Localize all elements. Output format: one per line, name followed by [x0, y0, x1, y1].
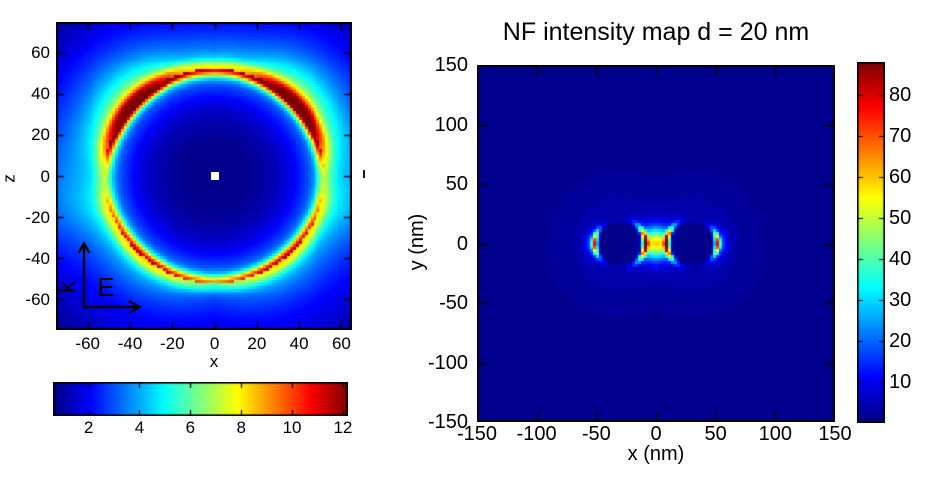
x-tick-label: -100 [516, 423, 557, 445]
colorbar-tick-label: 10 [282, 418, 302, 437]
colorbar-tick-label: 30 [889, 288, 912, 311]
colorbar-tick-label: 6 [185, 418, 196, 437]
x-tick-label: 20 [247, 334, 267, 353]
y-tick-label: 0 [40, 166, 50, 186]
y-tick-label: -100 [427, 351, 468, 374]
colorbar-tick-label: 80 [889, 83, 912, 106]
x-tick-label: 100 [758, 423, 793, 445]
right-colorbar [857, 62, 885, 423]
dipole-marker [211, 172, 219, 180]
y-tick-label: -150 [427, 411, 468, 433]
k-arrow-icon [77, 241, 91, 307]
stray-mark [363, 170, 365, 178]
x-tick-label: 40 [289, 334, 309, 353]
y-tick-label: 0 [456, 232, 468, 255]
x-tick-label: 150 [818, 423, 852, 445]
x-tick-label: -150 [456, 423, 498, 445]
e-label: E [97, 272, 115, 302]
x-tick-label: 50 [704, 423, 727, 445]
colorbar-tick-label: 12 [333, 418, 353, 437]
colorbar-tick-label: 2 [83, 418, 94, 437]
y-tick-label: -20 [25, 207, 50, 227]
colorbar-tick-label: 70 [889, 124, 912, 147]
colorbar-tick-label: 20 [889, 329, 912, 352]
x-tick-label: -20 [159, 334, 185, 353]
e-arrow-icon [84, 299, 142, 315]
x-tick-label: -40 [117, 334, 143, 353]
colorbar-tick-label: 60 [889, 165, 912, 188]
y-tick-label: -40 [25, 248, 50, 268]
x-tick-label: 60 [331, 334, 351, 353]
x-tick-label: 0 [209, 334, 220, 353]
colorbar-tick-label: 10 [889, 370, 912, 393]
y-tick-label: 150 [434, 54, 468, 76]
colorbar-tick-label: 50 [889, 206, 912, 229]
x-tick-label: 0 [650, 423, 662, 445]
y-tick-label: 50 [445, 173, 468, 195]
y-tick-label: -50 [439, 292, 468, 314]
y-tick-label: -60 [25, 289, 50, 309]
polarization-annotation [77, 241, 142, 315]
colorbar-tick-label: 4 [134, 418, 145, 437]
left-colorbar [53, 382, 348, 416]
colorbar-tick-label: 8 [236, 418, 246, 437]
y-tick-label: 60 [31, 43, 50, 63]
y-tick-label: 20 [31, 125, 50, 145]
x-tick-label: -60 [75, 334, 100, 353]
colorbar-tick-label: 40 [889, 247, 912, 270]
x-tick-label: -50 [581, 423, 611, 445]
left-xlabel: x [209, 352, 219, 371]
y-tick-label: 100 [434, 113, 468, 136]
right-plot-title: NF intensity map d = 20 nm [502, 18, 810, 46]
right-xlabel: x (nm) [627, 443, 685, 465]
left-heatmap [56, 22, 352, 330]
y-tick-label: 40 [31, 84, 50, 104]
right-heatmap [477, 65, 835, 422]
